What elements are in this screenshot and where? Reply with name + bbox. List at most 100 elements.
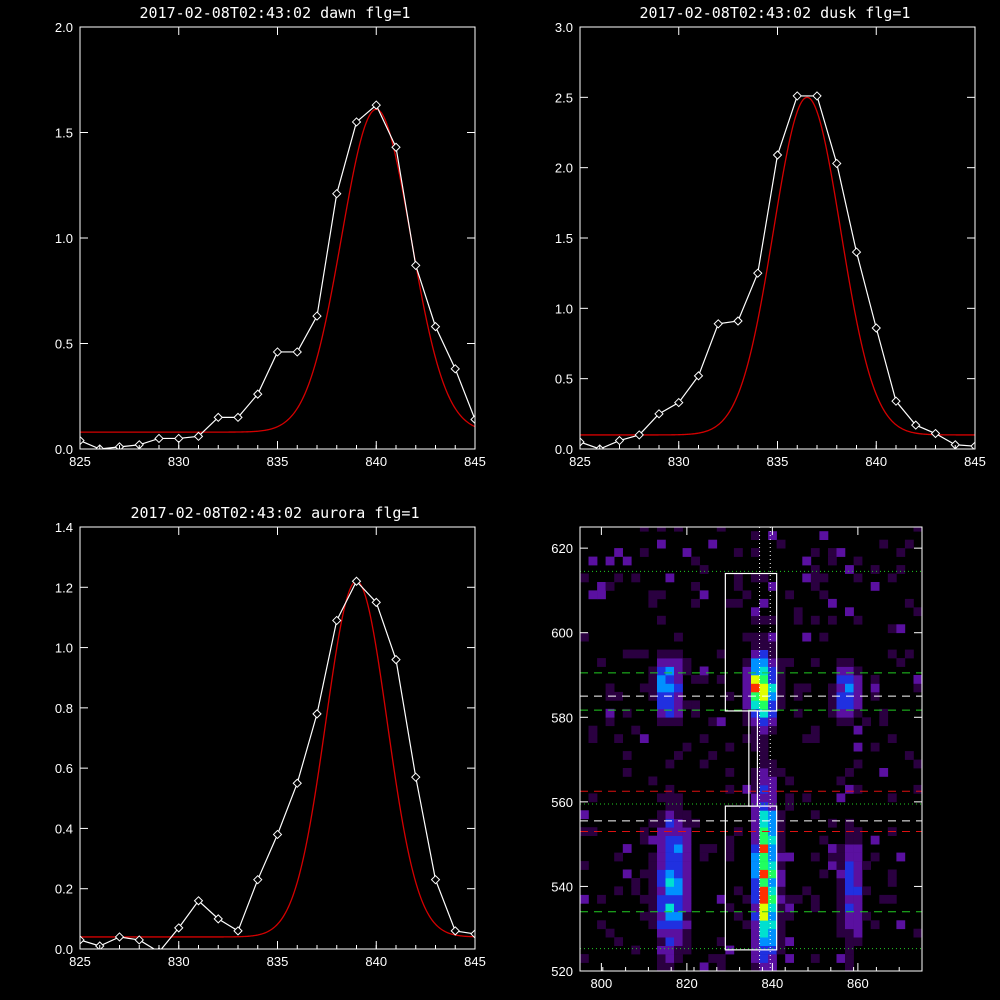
heatmap-cell bbox=[785, 954, 794, 963]
heatmap-cell bbox=[768, 700, 777, 710]
heatmap-cell bbox=[759, 878, 769, 887]
heatmap-cell bbox=[699, 844, 709, 853]
heatmap-cell bbox=[742, 691, 752, 701]
heatmap-cell bbox=[785, 903, 794, 913]
heatmap-cell bbox=[580, 810, 589, 820]
heatmap-cell bbox=[580, 632, 589, 642]
heatmap-cell bbox=[845, 878, 854, 887]
heatmap-cell bbox=[776, 869, 786, 879]
heatmap-cell bbox=[648, 675, 658, 684]
panel-title-dusk: 2017-02-08T02:43:02 dusk flg=1 bbox=[640, 4, 911, 22]
y-tick-label: 1.0 bbox=[55, 231, 73, 246]
data-point-marker bbox=[312, 311, 322, 321]
heatmap-cell bbox=[896, 658, 906, 667]
heatmap-cell bbox=[631, 878, 641, 887]
heatmap-cell bbox=[870, 582, 880, 591]
data-point-marker bbox=[213, 412, 223, 423]
heatmap-cell bbox=[853, 742, 863, 752]
heatmap-cell bbox=[665, 708, 675, 718]
measured-line bbox=[80, 104, 475, 449]
heatmap-cell bbox=[768, 886, 777, 896]
heatmap-cell bbox=[674, 810, 683, 820]
heatmap-cell bbox=[665, 717, 675, 727]
data-point-marker bbox=[430, 874, 441, 885]
heatmap-cell bbox=[887, 869, 897, 879]
heatmap-cell bbox=[836, 928, 846, 938]
heatmap-cell bbox=[648, 861, 658, 870]
heatmap-cell bbox=[845, 607, 854, 617]
heatmap-cell bbox=[682, 852, 692, 862]
heatmap-cell bbox=[836, 548, 846, 557]
heatmap-cell bbox=[879, 539, 889, 549]
y-tick-label: 1.5 bbox=[555, 231, 573, 246]
heatmap-cell bbox=[674, 852, 683, 862]
x-tick-label: 845 bbox=[464, 954, 486, 969]
x-tick-label: 800 bbox=[591, 976, 613, 991]
heatmap-cell bbox=[768, 818, 777, 828]
heatmap-cell bbox=[665, 844, 675, 853]
heatmap-cell bbox=[836, 911, 846, 921]
data-point-marker bbox=[733, 316, 743, 326]
heatmap-cell bbox=[768, 725, 777, 735]
heatmap-cell bbox=[845, 700, 854, 710]
heatmap-cell bbox=[836, 903, 846, 913]
heatmap-cell bbox=[657, 878, 666, 887]
x-tick-label: 820 bbox=[676, 976, 698, 991]
heatmap-cell bbox=[657, 539, 666, 549]
heatmap-cell bbox=[580, 573, 589, 583]
heatmap-cell bbox=[674, 708, 683, 718]
heatmap-cell bbox=[733, 886, 743, 896]
y-tick-label: 2.5 bbox=[555, 90, 573, 105]
data-point-marker bbox=[391, 654, 401, 665]
heatmap-cell bbox=[759, 658, 769, 667]
heatmap-cell bbox=[845, 844, 854, 853]
heatmap-cell bbox=[665, 911, 675, 921]
heatmap-cell bbox=[682, 658, 692, 667]
heatmap-cell bbox=[665, 835, 675, 845]
heatmap-cell bbox=[657, 717, 666, 727]
heatmap-cell bbox=[605, 717, 615, 727]
heatmap-cell bbox=[639, 548, 649, 557]
heatmap-cell bbox=[674, 527, 683, 532]
heatmap-cell bbox=[793, 691, 803, 701]
heatmap-cell bbox=[836, 886, 846, 896]
heatmap-cell bbox=[708, 844, 718, 853]
heatmap-cell bbox=[887, 878, 897, 887]
panel-dawn: 2017-02-08T02:43:02 dawn flg=1 825 830 835… bbox=[55, 4, 486, 469]
heatmap-cell bbox=[759, 861, 769, 870]
data-point-marker bbox=[891, 396, 901, 406]
heatmap-cell bbox=[751, 886, 760, 896]
heatmap-cell bbox=[776, 937, 786, 946]
heatmap-cell bbox=[853, 869, 863, 879]
heatmap-cell bbox=[674, 751, 683, 760]
heatmap-cell bbox=[682, 666, 692, 676]
fit-curve bbox=[580, 96, 975, 436]
heatmap-cell bbox=[862, 861, 871, 870]
heatmap-cell bbox=[810, 852, 820, 862]
heatmap-cell bbox=[759, 810, 769, 820]
heatmap-cell bbox=[768, 759, 777, 769]
heatmap-cell bbox=[828, 852, 837, 862]
data-point-marker bbox=[154, 433, 164, 444]
heatmap-cell bbox=[665, 937, 675, 946]
data-point-marker bbox=[80, 435, 85, 446]
heatmap-cell bbox=[648, 878, 658, 887]
heatmap-cell bbox=[682, 920, 692, 930]
heatmap-cell bbox=[836, 954, 846, 963]
heatmap-cell bbox=[648, 894, 658, 904]
heatmap-cell bbox=[879, 894, 889, 904]
heatmap-cell bbox=[768, 827, 777, 836]
heatmap-cell bbox=[674, 818, 683, 828]
heatmap-cell bbox=[742, 590, 752, 600]
heatmap-cell bbox=[657, 708, 666, 718]
heatmap-cell bbox=[836, 920, 846, 930]
heatmap-cell bbox=[674, 937, 683, 946]
heatmap-cell bbox=[682, 878, 692, 887]
heatmap-cell bbox=[887, 793, 897, 803]
heatmap-cell bbox=[588, 734, 598, 743]
heatmap-cell bbox=[802, 556, 812, 566]
y-tick-label: 2.0 bbox=[555, 161, 573, 176]
heatmap-cell bbox=[904, 539, 914, 549]
x-tick-label: 825 bbox=[69, 454, 91, 469]
heatmap-cell bbox=[682, 928, 692, 938]
